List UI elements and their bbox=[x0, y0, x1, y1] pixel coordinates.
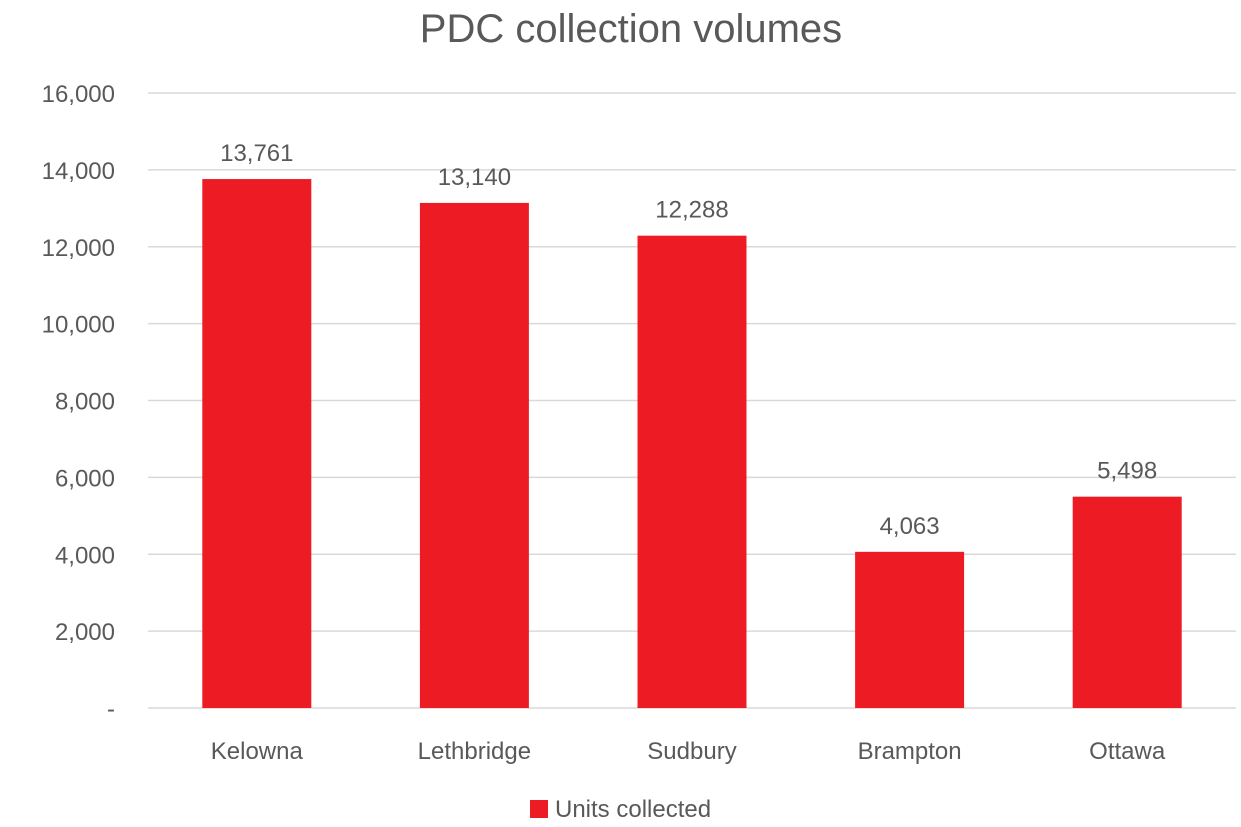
chart-title: PDC collection volumes bbox=[420, 7, 842, 51]
y-tick-label: 14,000 bbox=[42, 158, 115, 185]
bar-lethbridge bbox=[419, 202, 529, 708]
y-tick-label: 12,000 bbox=[42, 235, 115, 262]
bar-kelowna bbox=[202, 179, 312, 708]
y-tick-label: 4,000 bbox=[55, 542, 115, 569]
x-axis-tick-labels: Kelowna Lethbridge Sudbury Brampton Ottawa bbox=[211, 738, 1166, 765]
data-label: 13,761 bbox=[220, 140, 293, 167]
x-tick-label: Sudbury bbox=[647, 738, 736, 765]
y-tick-label: 8,000 bbox=[55, 389, 115, 416]
x-tick-label: Lethbridge bbox=[418, 738, 531, 765]
x-tick-label: Ottawa bbox=[1089, 738, 1166, 765]
data-labels: 13,761 13,140 12,288 4,063 5,498 bbox=[220, 140, 1157, 540]
data-label: 5,498 bbox=[1097, 458, 1157, 485]
y-tick-label: 10,000 bbox=[42, 312, 115, 339]
data-label: 12,288 bbox=[655, 197, 728, 224]
legend: Units collected bbox=[530, 796, 711, 823]
data-label: 4,063 bbox=[880, 513, 940, 540]
bar-ottawa bbox=[1072, 496, 1182, 708]
y-tick-label: 6,000 bbox=[55, 465, 115, 492]
y-tick-label: 2,000 bbox=[55, 619, 115, 646]
y-tick-label: 16,000 bbox=[42, 81, 115, 108]
x-tick-label: Kelowna bbox=[211, 738, 304, 765]
y-tick-label: - bbox=[107, 696, 115, 723]
legend-label: Units collected bbox=[555, 796, 711, 822]
bar-brampton bbox=[855, 551, 965, 708]
bars bbox=[202, 179, 1182, 708]
legend-swatch bbox=[530, 800, 548, 818]
y-axis-tick-labels: - 2,000 4,000 6,000 8,000 10,000 12,000 14,000 1… bbox=[42, 81, 115, 723]
x-tick-label: Brampton bbox=[858, 738, 962, 765]
data-label: 13,140 bbox=[438, 164, 511, 191]
bar-sudbury bbox=[637, 235, 747, 708]
